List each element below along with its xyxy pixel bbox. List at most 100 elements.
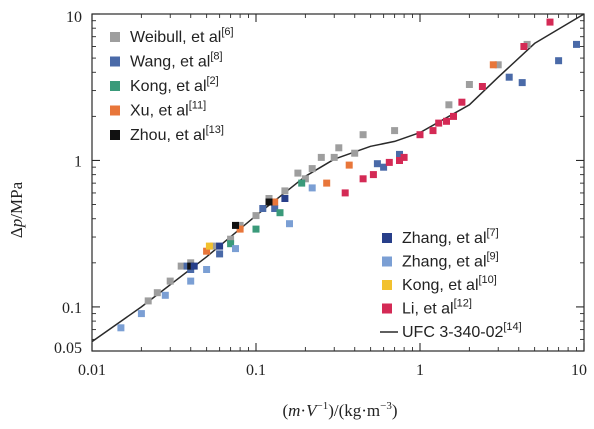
legend-entry: Weibull, et al[6] <box>110 26 234 46</box>
legend-entry: Xu, et al[11] <box>110 100 206 120</box>
y-tick-label: 10 <box>66 9 82 26</box>
data-point <box>286 220 293 228</box>
legend-lower: Zhang, et al[7]Zhang, et al[9]Kong, et a… <box>380 227 522 341</box>
data-point <box>259 205 267 212</box>
data-point <box>232 245 239 253</box>
data-point <box>265 198 273 206</box>
data-point <box>232 221 239 229</box>
legend-label-ref: [8] <box>210 51 222 63</box>
y-tick-label: 0.05 <box>54 340 82 357</box>
data-point <box>209 242 217 250</box>
data-point <box>445 101 453 109</box>
legend-swatch <box>110 130 120 140</box>
data-point <box>308 184 316 192</box>
data-point <box>308 165 316 173</box>
legend-label: Wang, et al[8] <box>130 51 223 71</box>
data-point <box>396 157 403 164</box>
legend-entry: Kong, et al[2] <box>110 75 219 95</box>
x-tick-label: 1 <box>416 362 424 379</box>
legend-label-name: Wang, et al <box>130 54 210 71</box>
legend-swatch <box>382 303 392 314</box>
data-point <box>429 127 437 135</box>
data-point <box>166 277 174 285</box>
data-point <box>573 40 580 48</box>
legend-label-name: Kong, et al <box>130 78 207 95</box>
data-point <box>281 187 289 195</box>
data-point <box>298 179 306 187</box>
legend-entry: Zhang, et al[9] <box>382 251 499 271</box>
legend-label: Zhang, et al[9] <box>402 251 499 271</box>
data-point <box>252 212 260 220</box>
data-point <box>144 297 152 305</box>
legend-entry: Zhang, et al[7] <box>382 227 499 247</box>
legend-entry: Kong, et al[10] <box>382 274 497 294</box>
data-point <box>216 250 224 258</box>
y-axis-title-delta: Δ <box>7 227 26 238</box>
data-point <box>301 175 309 183</box>
x-tick-label: 0.1 <box>246 362 266 379</box>
x-axis-title-units-exponent: −3 <box>380 400 392 412</box>
legend-swatch <box>382 256 392 267</box>
data-point <box>443 117 450 125</box>
data-point <box>416 131 424 139</box>
legend-label-ref: [2] <box>207 75 219 87</box>
x-axis-title-v: V <box>306 401 319 420</box>
data-point <box>555 57 563 65</box>
legend-label-ref: [7] <box>487 227 499 239</box>
legend-label: Zhang, et al[7] <box>402 227 499 247</box>
legend-label-ref: [9] <box>487 251 499 263</box>
legend-upper: Weibull, et al[6] Wang, et al[8] Kong, et … <box>110 26 234 144</box>
data-point <box>465 81 473 88</box>
plot-border <box>91 13 585 352</box>
x-axis-title-m: m <box>288 401 300 420</box>
data-point <box>317 153 325 161</box>
legend-label-name: Zhang, et al <box>402 230 487 247</box>
data-point <box>359 175 367 183</box>
legend-label-name: Xu, et al <box>130 103 189 120</box>
data-point <box>330 153 338 161</box>
axis-ticks: 0.01 0.1 1 10 0.05 0.1 1 10 <box>54 9 587 379</box>
data-point <box>380 163 388 171</box>
data-point <box>205 242 213 250</box>
data-point <box>271 205 279 212</box>
data-point <box>391 127 399 135</box>
data-point <box>137 310 145 318</box>
legend-label-name: Zhou, et al <box>130 127 206 144</box>
x-tick-label: 10 <box>571 362 587 379</box>
plot-frame <box>91 13 585 352</box>
data-point <box>276 209 284 217</box>
data-point <box>520 43 528 50</box>
data-point <box>458 98 466 106</box>
data-point <box>203 247 211 255</box>
x-axis-title-v-exponent: −1 <box>316 400 328 412</box>
x-axis-title-close: ) <box>392 401 398 420</box>
data-point <box>227 235 235 243</box>
legend-label-ref: [12] <box>454 298 472 310</box>
y-axis-title-var: p <box>7 219 26 229</box>
x-axis-title-units: )/(kg·m <box>328 401 380 420</box>
data-point <box>323 179 331 187</box>
data-point <box>252 225 260 233</box>
legend-swatch <box>110 81 120 91</box>
legend-swatch <box>110 56 120 67</box>
legend-label-ref: [6] <box>221 26 233 38</box>
x-axis-title: (m·V−1)/(kg·m−3) <box>282 400 397 420</box>
data-point <box>227 240 235 248</box>
legend-label: Xu, et al[11] <box>130 100 206 120</box>
reference-line-layer <box>91 13 585 343</box>
y-axis-title-unit: /MPa <box>7 181 26 218</box>
legend-label-ref: [11] <box>189 100 207 112</box>
data-point <box>203 266 211 273</box>
ufc-reference-line <box>91 13 585 343</box>
legend-label: Kong, et al[10] <box>402 274 497 294</box>
data-points-layer <box>117 18 580 332</box>
data-point <box>177 262 185 270</box>
data-point <box>281 195 289 202</box>
data-point <box>153 289 161 297</box>
legend-label-ref: [14] <box>503 321 521 333</box>
data-point <box>359 131 367 139</box>
data-point <box>236 221 244 229</box>
data-point <box>385 158 393 166</box>
legend-label-name: Kong, et al <box>402 277 479 294</box>
legend-entry: Li, et al[12] <box>382 298 472 318</box>
